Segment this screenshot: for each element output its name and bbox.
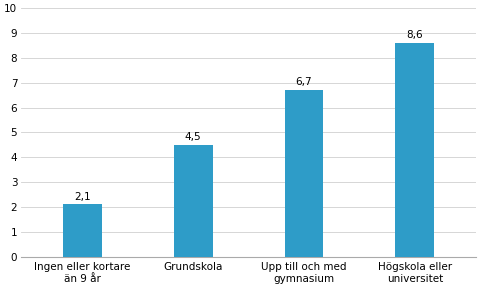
Text: 4,5: 4,5: [185, 132, 202, 142]
Bar: [63, 204, 102, 257]
Text: 8,6: 8,6: [407, 30, 423, 40]
Bar: [396, 43, 434, 257]
Bar: [285, 90, 324, 257]
Text: 2,1: 2,1: [74, 192, 91, 202]
Text: 6,7: 6,7: [296, 77, 312, 87]
Bar: [174, 145, 213, 257]
